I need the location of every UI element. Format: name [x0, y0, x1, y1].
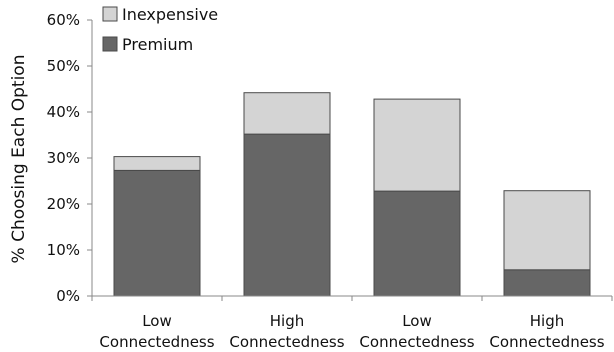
y-tick-label: 40% — [47, 103, 80, 121]
y-axis-label: % Choosing Each Option — [9, 55, 29, 264]
bars — [113, 92, 591, 297]
bar-premium-3 — [373, 190, 461, 297]
x-category-label: High Connectedness — [229, 312, 344, 351]
x-category-label-line: Low — [402, 312, 432, 330]
bar-inexpensive-2 — [243, 92, 331, 135]
x-category-label-line: Connectedness — [99, 333, 214, 351]
y-tick-label: 10% — [47, 241, 80, 259]
x-category-label-line: Connectedness — [229, 333, 344, 351]
legend: Inexpensive Premium — [102, 5, 218, 54]
bar-inexpensive-4 — [503, 190, 591, 271]
x-category-label-line: Low — [142, 312, 172, 330]
legend-label-premium: Premium — [122, 35, 193, 54]
x-category-label-line: Connectedness — [489, 333, 604, 351]
y-tick-label: 60% — [47, 11, 80, 29]
x-category-label-line: High — [270, 312, 304, 330]
bar-inexpensive-3 — [373, 98, 461, 192]
x-category-label: Low Connectedness — [359, 312, 474, 351]
x-category-label-line: Connectedness — [359, 333, 474, 351]
legend-swatch-inexpensive — [102, 6, 118, 22]
axes: 0%10%20%30%40%50%60%Low ConnectednessHigh… — [47, 11, 613, 351]
bar-premium-1 — [113, 169, 201, 297]
bar-inexpensive-1 — [113, 156, 201, 171]
bar-premium-2 — [243, 133, 331, 297]
legend-swatch-premium — [102, 36, 118, 52]
y-tick-label: 20% — [47, 195, 80, 213]
y-tick-label: 0% — [56, 287, 80, 305]
x-category-label-line: High — [530, 312, 564, 330]
y-tick-label: 30% — [47, 149, 80, 167]
y-tick-label: 50% — [47, 57, 80, 75]
x-category-label: Low Connectedness — [99, 312, 214, 351]
legend-label-inexpensive: Inexpensive — [122, 5, 218, 24]
x-category-label: High Connectedness — [489, 312, 604, 351]
bar-premium-4 — [503, 269, 591, 297]
